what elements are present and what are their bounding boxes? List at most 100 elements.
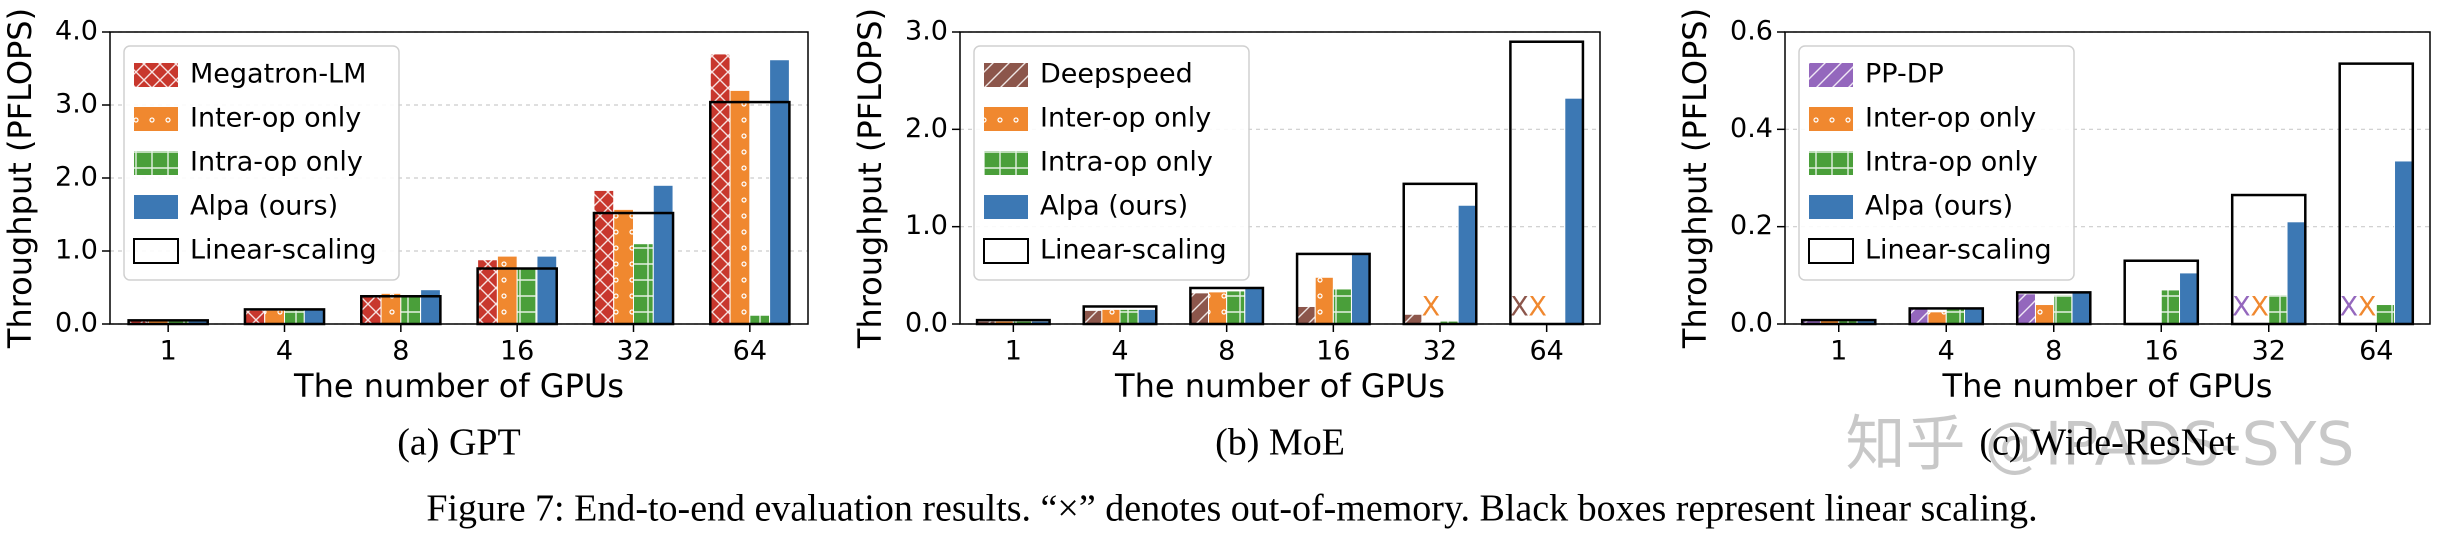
legend-swatch	[983, 238, 1029, 264]
x-tick-label: 64	[1529, 336, 1563, 367]
legend-label: Alpa (ours)	[1865, 191, 2013, 222]
bar	[1403, 313, 1423, 325]
bar	[2394, 160, 2414, 325]
bar	[536, 255, 558, 325]
y-tick-label: 0.2	[1730, 210, 1773, 241]
legend-swatch	[134, 195, 178, 219]
oom-marker: X	[2358, 292, 2377, 323]
subfigure-caption: (c) Wide-ResNet	[1979, 422, 2236, 464]
y-axis-label: Throughput (PFLOPS)	[851, 8, 889, 349]
bar	[284, 308, 305, 325]
legend-swatch	[984, 107, 1028, 131]
bar	[1226, 290, 1246, 325]
x-tick-label: 4	[276, 336, 293, 367]
legend-swatch	[1809, 195, 1853, 219]
oom-marker: X	[2232, 292, 2251, 323]
x-tick-label: 8	[1218, 336, 1235, 367]
y-axis-label: Throughput (PFLOPS)	[1, 8, 39, 349]
bar	[2034, 304, 2055, 325]
oom-marker: X	[1528, 292, 1547, 323]
bar	[633, 243, 654, 325]
x-tick-label: 64	[733, 336, 767, 367]
bar	[1927, 311, 1947, 325]
legend-swatch	[1808, 238, 1854, 264]
bar	[652, 184, 674, 325]
y-tick-label: 2.0	[55, 162, 98, 193]
x-tick-label: 8	[2045, 336, 2062, 367]
figure-caption: Figure 7: End-to-end evaluation results.…	[426, 488, 2037, 530]
legend-label: Intra-op only	[1865, 147, 2038, 178]
subfigure-caption: (a) GPT	[397, 422, 520, 464]
x-axis-label: The number of GPUs	[293, 367, 624, 405]
bar	[1564, 97, 1584, 325]
bar	[769, 59, 790, 325]
plot-frame	[959, 31, 1601, 325]
bar	[2268, 294, 2288, 325]
x-tick-label: 32	[2252, 336, 2286, 367]
bar	[1909, 307, 1929, 325]
bar	[593, 189, 615, 325]
y-tick-label: 1.0	[905, 210, 948, 241]
x-tick-label: 1	[1830, 336, 1847, 367]
legend-label: Megatron-LM	[190, 59, 366, 90]
x-tick-label: 16	[1316, 336, 1350, 367]
subfigure-caption: (b) MoE	[1215, 422, 1345, 464]
bar	[264, 309, 285, 325]
legend-label: PP-DP	[1865, 59, 1944, 90]
y-tick-label: 3.0	[55, 89, 98, 120]
watermark: 知乎 @IPADS-SYS	[1846, 410, 2355, 480]
oom-marker: X	[2340, 292, 2359, 323]
x-tick-label: 4	[1111, 336, 1128, 367]
bar	[1945, 307, 1966, 325]
legend-label: Alpa (ours)	[190, 191, 338, 222]
legend-label: Intra-op only	[1040, 147, 1213, 178]
bar	[1208, 291, 1228, 325]
legend-swatch	[1809, 63, 1853, 87]
bar	[709, 53, 731, 325]
x-axis-label: The number of GPUs	[1942, 367, 2273, 405]
legend-label: Intra-op only	[190, 147, 363, 178]
bar	[2071, 291, 2091, 325]
legend-label: Linear-scaling	[1865, 235, 2052, 266]
bar	[1083, 309, 1103, 325]
y-tick-label: 0.0	[905, 308, 948, 339]
x-tick-label: 1	[1005, 336, 1022, 367]
bar	[244, 309, 266, 325]
legend-label: Inter-op only	[1865, 103, 2036, 134]
y-tick-label: 4.0	[55, 16, 98, 47]
x-tick-label: 16	[500, 336, 534, 367]
bar	[1314, 276, 1334, 325]
bar	[2016, 293, 2036, 325]
bar	[1119, 308, 1139, 325]
legend-label: Deepspeed	[1040, 59, 1193, 90]
legend-label: Inter-op only	[1040, 103, 1211, 134]
x-tick-label: 32	[1423, 336, 1457, 367]
bar	[496, 255, 518, 325]
x-tick-label: 1	[160, 336, 177, 367]
bar	[303, 308, 325, 325]
legend-swatch	[984, 151, 1028, 175]
bar	[613, 208, 634, 325]
plot-frame	[109, 31, 809, 325]
legend-swatch	[984, 63, 1028, 87]
y-tick-label: 0.4	[1730, 113, 1773, 144]
bar	[400, 294, 422, 325]
bar	[380, 292, 402, 325]
bar	[1101, 308, 1121, 325]
x-tick-label: 16	[2144, 336, 2178, 367]
x-tick-label: 4	[1938, 336, 1955, 367]
oom-marker: X	[1510, 292, 1529, 323]
bar	[420, 289, 441, 325]
plot-frame	[1784, 31, 2431, 325]
bar	[729, 89, 751, 325]
legend-swatch	[134, 151, 178, 175]
x-tick-label: 64	[2359, 336, 2393, 367]
x-axis-label: The number of GPUs	[1114, 367, 1445, 405]
oom-marker: X	[2250, 292, 2269, 323]
y-axis-label: Throughput (PFLOPS)	[1676, 8, 1714, 349]
bar	[2179, 272, 2199, 325]
bar	[516, 268, 538, 325]
legend-frame	[123, 45, 400, 281]
